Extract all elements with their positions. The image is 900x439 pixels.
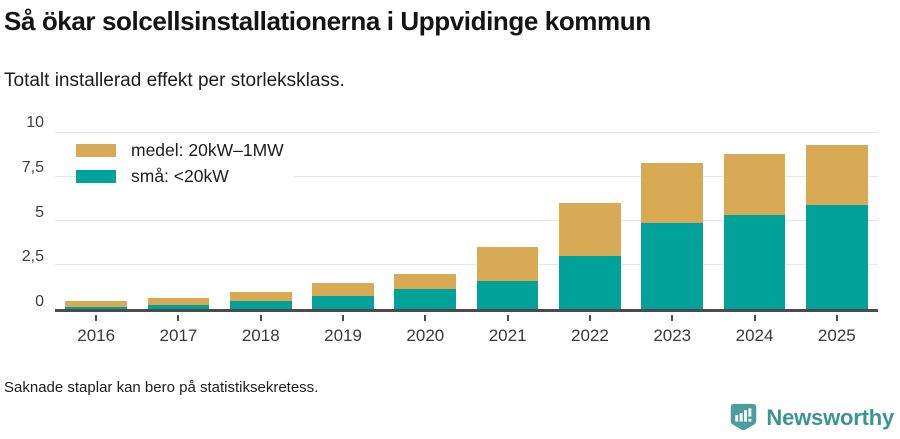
bar-2025 [805,133,868,309]
footnote: Saknade staplar kan bero på statistiksek… [4,379,319,396]
plot-area [55,132,878,312]
gridline-7,5 [55,176,878,177]
x-cell-2025: 2025 [796,315,878,346]
bar-segment-medel-2017 [147,298,210,306]
bar-slot-2025 [796,133,878,309]
x-cell-2023: 2023 [631,315,713,346]
y-tick-label-0: 0 [35,293,44,310]
chart-subtitle: Totalt installerad effekt per storlekskl… [4,70,345,91]
x-cell-2024: 2024 [713,315,795,346]
x-tick-2021 [506,315,509,321]
bar-slot-2017 [137,133,219,309]
x-label-2020: 2020 [406,326,445,345]
bar-2023 [641,133,704,309]
bar-series-container [55,133,878,309]
legend-label-sma: små: <20kW [131,166,229,186]
y-tick-label-5: 5 [35,203,44,221]
bar-2017 [147,133,210,309]
bar-2020 [394,133,457,309]
newsworthy-logo-icon [731,403,757,431]
gridline-2,5 [55,264,878,265]
x-label-2019: 2019 [324,326,362,345]
y-tick-label-10: 10 [26,114,44,131]
brand-name: Newsworthy [766,404,894,430]
bar-segment-medel-2019 [312,282,374,296]
bar-slot-2018 [220,133,302,309]
x-label-2018: 2018 [241,326,280,345]
x-label-2017: 2017 [159,326,198,345]
x-label-2023: 2023 [653,326,692,345]
bar-segment-medel-2024 [723,154,786,215]
x-cell-2022: 2022 [549,315,631,346]
x-cell-2018: 2018 [220,315,302,346]
x-tick-2025 [835,315,838,321]
bar-segment-medel-2016 [65,301,127,308]
x-tick-2016 [95,315,98,321]
legend-swatch-medel [76,144,116,157]
gridline-5 [55,220,878,221]
legend-swatch-sma [76,170,116,183]
y-axis: 0 2,5 5 7,5 10 [0,114,44,312]
bar-segment-sma-2018 [229,301,292,309]
bar-slot-2023 [631,133,713,309]
bar-2024 [723,133,786,309]
bar-2016 [65,133,127,309]
x-tick-2017 [177,315,180,321]
bar-slot-2024 [713,133,795,309]
x-tick-2024 [753,315,756,321]
bar-segment-sma-2020 [394,288,457,309]
x-tick-2022 [588,315,591,321]
x-cell-2017: 2017 [137,315,219,346]
bar-slot-2020 [384,133,466,309]
x-axis: 2016 2017 2018 2019 2020 2021 2022 2023 2024 2025 [55,315,878,346]
x-label-2022: 2022 [571,326,609,345]
bar-segment-sma-2021 [476,280,539,309]
bar-2019 [312,133,374,309]
bar-segment-medel-2020 [394,273,457,289]
bar-segment-sma-2023 [641,222,704,309]
bar-segment-sma-2022 [559,256,621,309]
x-cell-2019: 2019 [302,315,384,346]
x-cell-2021: 2021 [466,315,548,346]
x-tick-2019 [342,315,345,321]
x-label-2021: 2021 [488,326,527,345]
bar-segment-medel-2021 [476,246,539,281]
bar-2021 [476,133,539,309]
y-tick-label-2,5: 2,5 [21,248,44,266]
bar-slot-2022 [549,133,631,309]
bar-segment-medel-2018 [229,292,292,302]
x-tick-2018 [259,315,262,321]
bar-segment-sma-2025 [805,205,868,309]
x-tick-2020 [424,315,427,321]
chart-title: Så ökar solcellsinstallationerna i Uppvi… [4,6,651,36]
bar-segment-medel-2023 [641,162,704,223]
bar-slot-2016 [55,133,137,309]
x-cell-2020: 2020 [384,315,466,346]
bar-segment-sma-2024 [723,214,786,309]
bar-2022 [559,133,621,309]
gridline-10 [55,132,878,133]
bar-slot-2019 [302,133,384,309]
bar-segment-sma-2016 [65,307,127,309]
x-cell-2016: 2016 [55,315,137,346]
legend-item-sma: små: <20kW [76,166,284,187]
legend-item-medel: medel: 20kW–1MW [76,140,284,161]
x-label-2025: 2025 [817,326,856,345]
bar-2018 [229,133,292,309]
brand-logo: Newsworthy [728,401,894,434]
bar-segment-medel-2022 [559,202,621,257]
bar-segment-sma-2019 [312,295,374,309]
bar-segment-medel-2025 [805,145,868,206]
x-tick-2023 [671,315,674,321]
x-label-2024: 2024 [735,326,774,345]
x-label-2016: 2016 [77,326,116,345]
legend-label-medel: medel: 20kW–1MW [131,140,284,160]
bar-segment-sma-2017 [147,305,210,309]
legend: medel: 20kW–1MW små: <20kW [76,138,294,189]
bar-slot-2021 [466,133,548,309]
y-tick-label-7,5: 7,5 [21,158,44,176]
